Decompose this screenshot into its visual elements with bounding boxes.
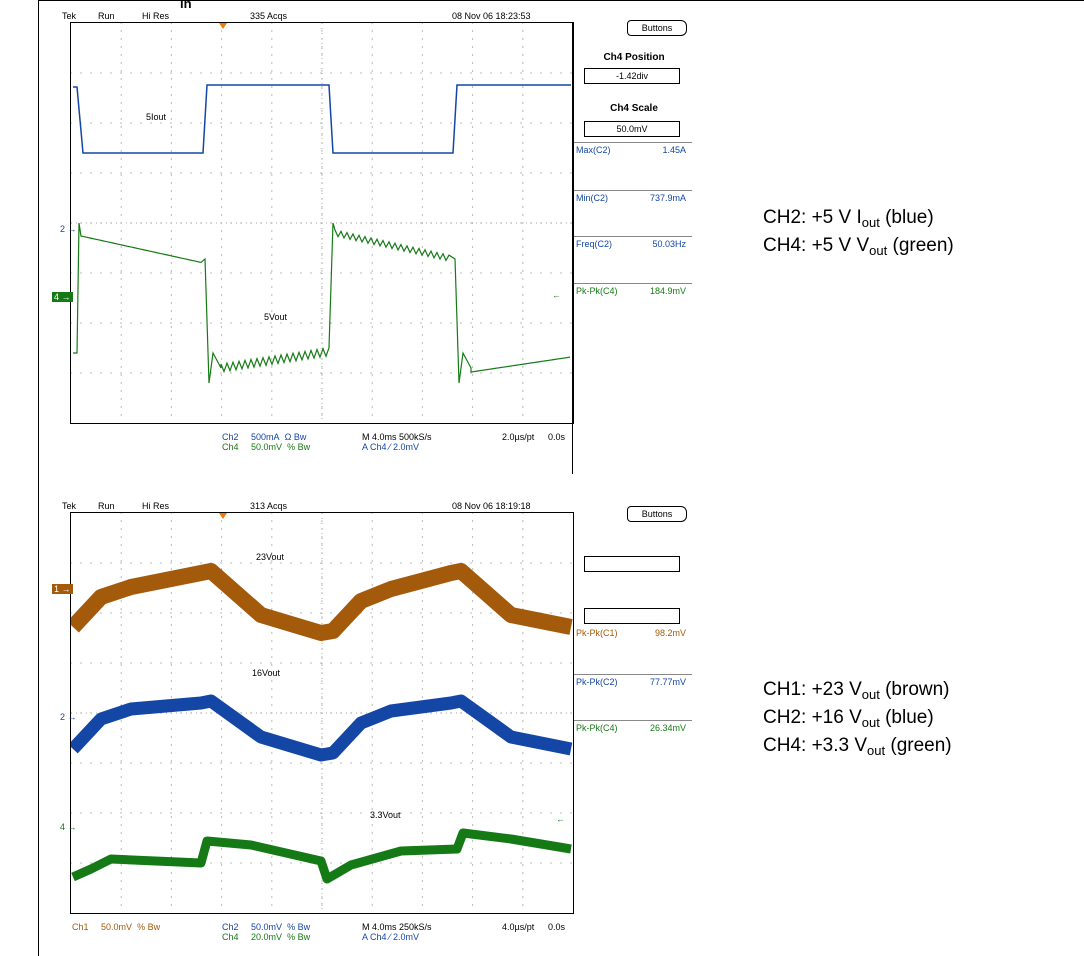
acq-count: 313 Acqs: [250, 501, 288, 511]
scope-screen-2: Tek Run Hi Res 313 Acqs 08 Nov 06 18:19:…: [42, 500, 692, 956]
legend-row: CH2: +16 Vout (blue): [763, 707, 934, 730]
trace-label-16v: 16Vout: [252, 668, 281, 678]
empty-control-field-1[interactable]: [584, 556, 680, 572]
ch1-ground-marker: 1 →: [52, 584, 73, 594]
waveform-grid: [70, 512, 574, 914]
trace-ch2-16v: [71, 694, 573, 762]
footer-timebase: M 4.0ms 500kS/s: [362, 432, 432, 442]
footer-offset: 0.0s: [548, 922, 566, 932]
measurement-pkpk-c4: Pk-Pk(C4) 184.9mV: [574, 283, 692, 326]
legend-scope-2: CH1: +23 Vout (brown) CH2: +16 Vout (blu…: [763, 676, 952, 760]
footer-ch1: Ch1 50.0mV % Bw: [72, 922, 161, 932]
footer-timebase: M 4.0ms 250kS/s: [362, 922, 432, 932]
ch4-level-arrow: ←: [556, 814, 565, 824]
legend-scope-1: CH2: +5 V Iout (blue) CH4: +5 V Vout (gr…: [763, 204, 954, 260]
ch4-scale-field[interactable]: 50.0mV: [584, 121, 680, 137]
acq-mode: Hi Res: [142, 11, 170, 21]
footer-trigger: A Ch4 ⁄ 2.0mV: [362, 932, 420, 942]
trace-ch1-23v: [71, 563, 573, 641]
waveform-svg-2: [71, 513, 573, 913]
datetime: 08 Nov 06 18:19:18: [452, 501, 531, 511]
brand-label: Tek: [62, 501, 77, 511]
measurement-freq-c2: Freq(C2) 50.03Hz: [574, 236, 692, 279]
trace-label-23v: 23Vout: [256, 552, 285, 562]
legend-row: CH4: +5 V Vout (green): [763, 235, 954, 258]
scope-header: Tek Run Hi Res 335 Acqs 08 Nov 06 18:23:…: [42, 10, 692, 26]
footer-ch2: Ch2 500mA Ω Bw: [222, 432, 307, 442]
measurement-pkpk-c4: Pk-Pk(C4) 26.34mV: [574, 720, 692, 763]
scope-screen-1: Tek Run Hi Res 335 Acqs 08 Nov 06 18:23:…: [42, 10, 692, 474]
measurement-pkpk-c1: Pk-Pk(C1) 98.2mV: [576, 628, 686, 638]
brand-label: Tek: [62, 11, 77, 21]
waveform-grid: [70, 22, 574, 424]
waveform-svg-1: [71, 23, 573, 423]
footer-pt: 4.0µs/pt: [502, 922, 535, 932]
measurement-pkpk-c2: Pk-Pk(C2) 77.77mV: [574, 674, 692, 717]
footer-pt: 2.0µs/pt: [502, 432, 535, 442]
graticule: [71, 23, 573, 423]
ch4-position-field[interactable]: -1.42div: [584, 68, 680, 84]
trace-label-3v3: 3.3Vout: [370, 810, 401, 820]
ch2-ground-marker: 2 →: [60, 712, 77, 722]
measurement-max-c2: Max(C2) 1.45A: [574, 142, 692, 185]
figure-frame-left: [38, 0, 39, 956]
run-status: Run: [98, 501, 115, 511]
buttons-button[interactable]: Buttons: [627, 20, 687, 36]
legend-row: CH1: +23 Vout (brown): [763, 679, 950, 702]
trace-label-iout: 5Iout: [146, 112, 167, 122]
trace-ch4-3v3: [71, 828, 572, 884]
ch4-ground-marker: 4 →: [52, 292, 73, 302]
measurement-min-c2: Min(C2) 737.9mA: [574, 190, 692, 233]
trace-ch2-current: [73, 84, 571, 154]
ch4-position-title: Ch4 Position: [603, 52, 665, 63]
trace-label-vout: 5Vout: [264, 312, 288, 322]
footer-ch4: Ch4 20.0mV % Bw: [222, 932, 311, 942]
figure-frame-top: [38, 0, 1084, 1]
footer-ch4: Ch4 50.0mV % Bw: [222, 442, 311, 452]
ch2-ground-marker: 2 →: [60, 224, 77, 234]
trigger-position-marker: [219, 513, 227, 519]
datetime: 08 Nov 06 18:23:53: [452, 11, 531, 21]
run-status: Run: [98, 11, 115, 21]
acq-count: 335 Acqs: [250, 11, 288, 21]
top-header-fragment: in: [180, 0, 192, 11]
acq-mode: Hi Res: [142, 501, 170, 511]
empty-control-field-2[interactable]: [584, 608, 680, 624]
footer-ch2: Ch2 50.0mV % Bw: [222, 922, 311, 932]
ch4-ground-marker: 4 →: [60, 822, 77, 832]
buttons-button[interactable]: Buttons: [627, 506, 687, 522]
legend-row: CH2: +5 V Iout (blue): [763, 207, 934, 230]
ch4-level-arrow: ←: [552, 290, 561, 300]
ch4-scale-title: Ch4 Scale: [610, 103, 658, 114]
legend-row: CH4: +3.3 Vout (green): [763, 735, 952, 758]
footer-offset: 0.0s: [548, 432, 566, 442]
side-panel-divider: [572, 22, 573, 474]
trigger-position-marker: [219, 23, 227, 29]
scope-header: Tek Run Hi Res 313 Acqs 08 Nov 06 18:19:…: [42, 500, 692, 516]
trace-ch4-voltage: [73, 222, 571, 384]
footer-trigger: A Ch4 ⁄ 2.0mV: [362, 442, 420, 452]
